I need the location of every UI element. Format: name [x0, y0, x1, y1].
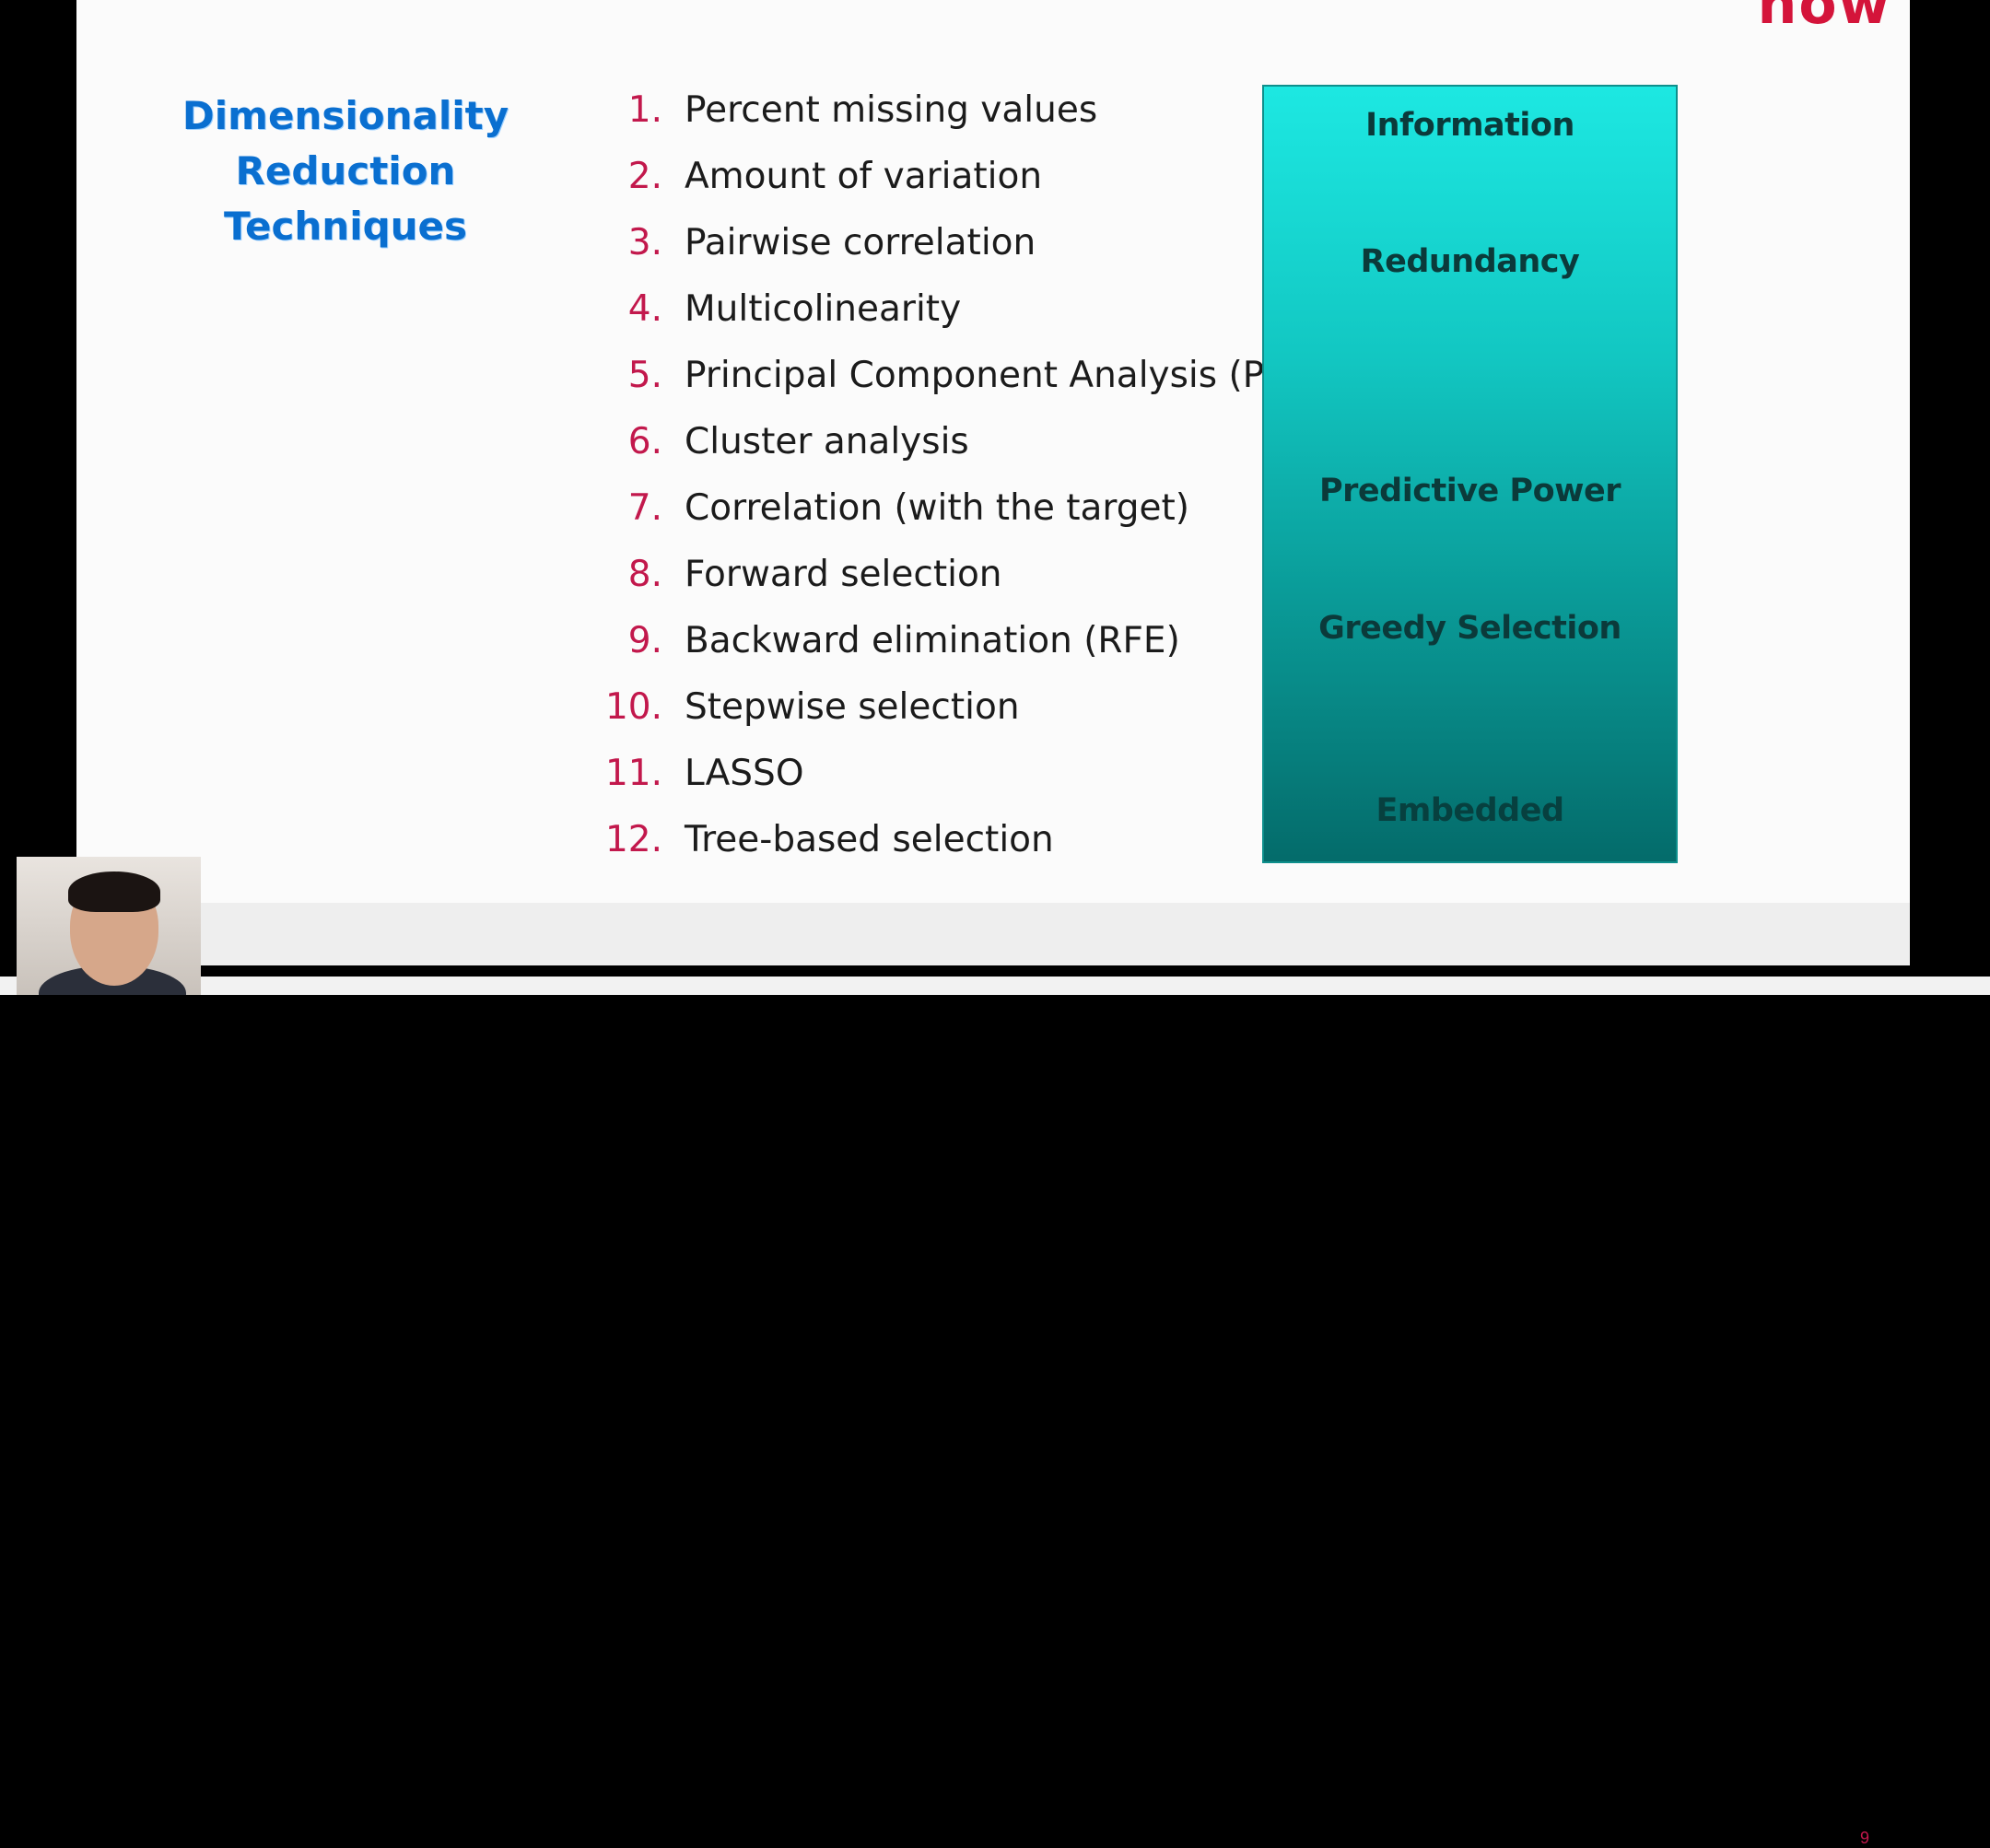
criteria-label-redundancy: Redundancy: [1360, 243, 1580, 280]
section-title-line: Dimensionality: [181, 93, 509, 138]
list-item: 9. Backward elimination (RFE): [515, 607, 1328, 673]
list-item-number: 5.: [627, 354, 662, 396]
list-item: 11. LASSO: [515, 740, 1328, 806]
section-title-line: Techniques: [223, 204, 468, 249]
list-item: 4. Multicolinearity: [515, 275, 1328, 342]
list-item-text: Stepwise selection: [685, 685, 1020, 728]
slide-section-title: Dimensionality Reduction Techniques: [134, 88, 557, 254]
presentation-slide: now Dimensionality Reduction Techniques …: [76, 0, 1910, 1847]
list-item-text: Multicolinearity: [685, 287, 962, 330]
list-item-text: Pairwise correlation: [685, 221, 1036, 263]
list-item-text: Cluster analysis: [685, 420, 969, 462]
list-item-text: Forward selection: [685, 553, 1002, 595]
list-item: 10. Stepwise selection: [515, 673, 1328, 740]
list-item: 12. Tree-based selection: [515, 806, 1328, 872]
technique-list: 1. Percent missing values 2. Amount of var…: [515, 76, 1328, 872]
list-item-number: 10.: [604, 685, 662, 728]
criteria-label-embedded: Embedded: [1375, 792, 1564, 829]
list-item-number: 9.: [627, 619, 662, 661]
list-item-number: 8.: [627, 553, 662, 595]
list-item: 7. Correlation (with the target): [515, 474, 1328, 541]
list-item-number: 12.: [604, 818, 662, 860]
criteria-gradient-box: Information Redundancy Predictive Power …: [1262, 85, 1678, 863]
list-item: 5. Principal Component Analysis (PCA): [515, 342, 1329, 408]
list-item-number: 6.: [627, 420, 662, 462]
list-item: 2. Amount of variation: [515, 143, 1328, 209]
list-item-number: 11.: [604, 752, 662, 794]
list-item-text: Backward elimination (RFE): [685, 619, 1180, 661]
criteria-label-greedy-selection: Greedy Selection: [1318, 610, 1621, 647]
list-item-text: LASSO: [685, 752, 804, 794]
list-item-number: 7.: [627, 486, 662, 529]
list-item: 6. Cluster analysis: [515, 408, 1328, 474]
list-item-text: Amount of variation: [685, 155, 1043, 197]
brand-logo: now: [1757, 0, 1891, 37]
slide-footer-bar: 9: [76, 903, 1910, 1847]
presenter-hair: [68, 871, 160, 912]
list-item-text: Principal Component Analysis (PCA): [685, 354, 1329, 396]
criteria-label-information: Information: [1365, 107, 1574, 144]
list-item: 1. Percent missing values: [515, 76, 1328, 143]
criteria-label-predictive-power: Predictive Power: [1319, 473, 1621, 509]
list-item: 8. Forward selection: [515, 541, 1328, 607]
list-item-number: 1.: [627, 88, 662, 131]
list-item-text: Tree-based selection: [685, 818, 1054, 860]
slide-number: 9: [1859, 1829, 1869, 1847]
list-item-text: Correlation (with the target): [685, 486, 1189, 529]
list-item: 3. Pairwise correlation: [515, 209, 1328, 275]
presenter-webcam-thumbnail: [17, 857, 201, 995]
list-item-text: Percent missing values: [685, 88, 1098, 131]
bottom-strip: [0, 977, 1990, 995]
list-item-number: 3.: [627, 221, 662, 263]
list-item-number: 4.: [627, 287, 662, 330]
list-item-number: 2.: [627, 155, 662, 197]
section-title-line: Reduction: [235, 148, 456, 193]
